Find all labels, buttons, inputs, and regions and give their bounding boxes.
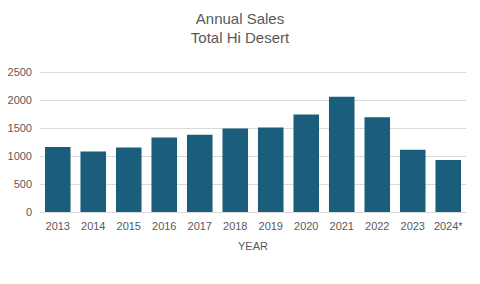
svg-text:2017: 2017 xyxy=(188,220,212,232)
svg-text:2018: 2018 xyxy=(223,220,247,232)
svg-text:YEAR: YEAR xyxy=(238,240,268,252)
svg-text:1000: 1000 xyxy=(8,150,32,162)
svg-text:2024*: 2024* xyxy=(434,220,463,232)
svg-text:2000: 2000 xyxy=(8,94,32,106)
svg-text:2023: 2023 xyxy=(401,220,425,232)
svg-text:Total Hi Desert: Total Hi Desert xyxy=(191,29,290,46)
svg-text:0: 0 xyxy=(26,206,32,218)
svg-text:2020: 2020 xyxy=(294,220,318,232)
svg-text:500: 500 xyxy=(14,178,32,190)
svg-text:1500: 1500 xyxy=(8,122,32,134)
svg-text:2014: 2014 xyxy=(81,220,105,232)
svg-text:2016: 2016 xyxy=(152,220,176,232)
svg-text:2022: 2022 xyxy=(365,220,389,232)
svg-text:2015: 2015 xyxy=(117,220,141,232)
svg-text:2013: 2013 xyxy=(46,220,70,232)
svg-text:2019: 2019 xyxy=(259,220,283,232)
svg-text:2500: 2500 xyxy=(8,66,32,78)
svg-text:Annual Sales: Annual Sales xyxy=(196,10,284,27)
svg-text:2021: 2021 xyxy=(330,220,354,232)
